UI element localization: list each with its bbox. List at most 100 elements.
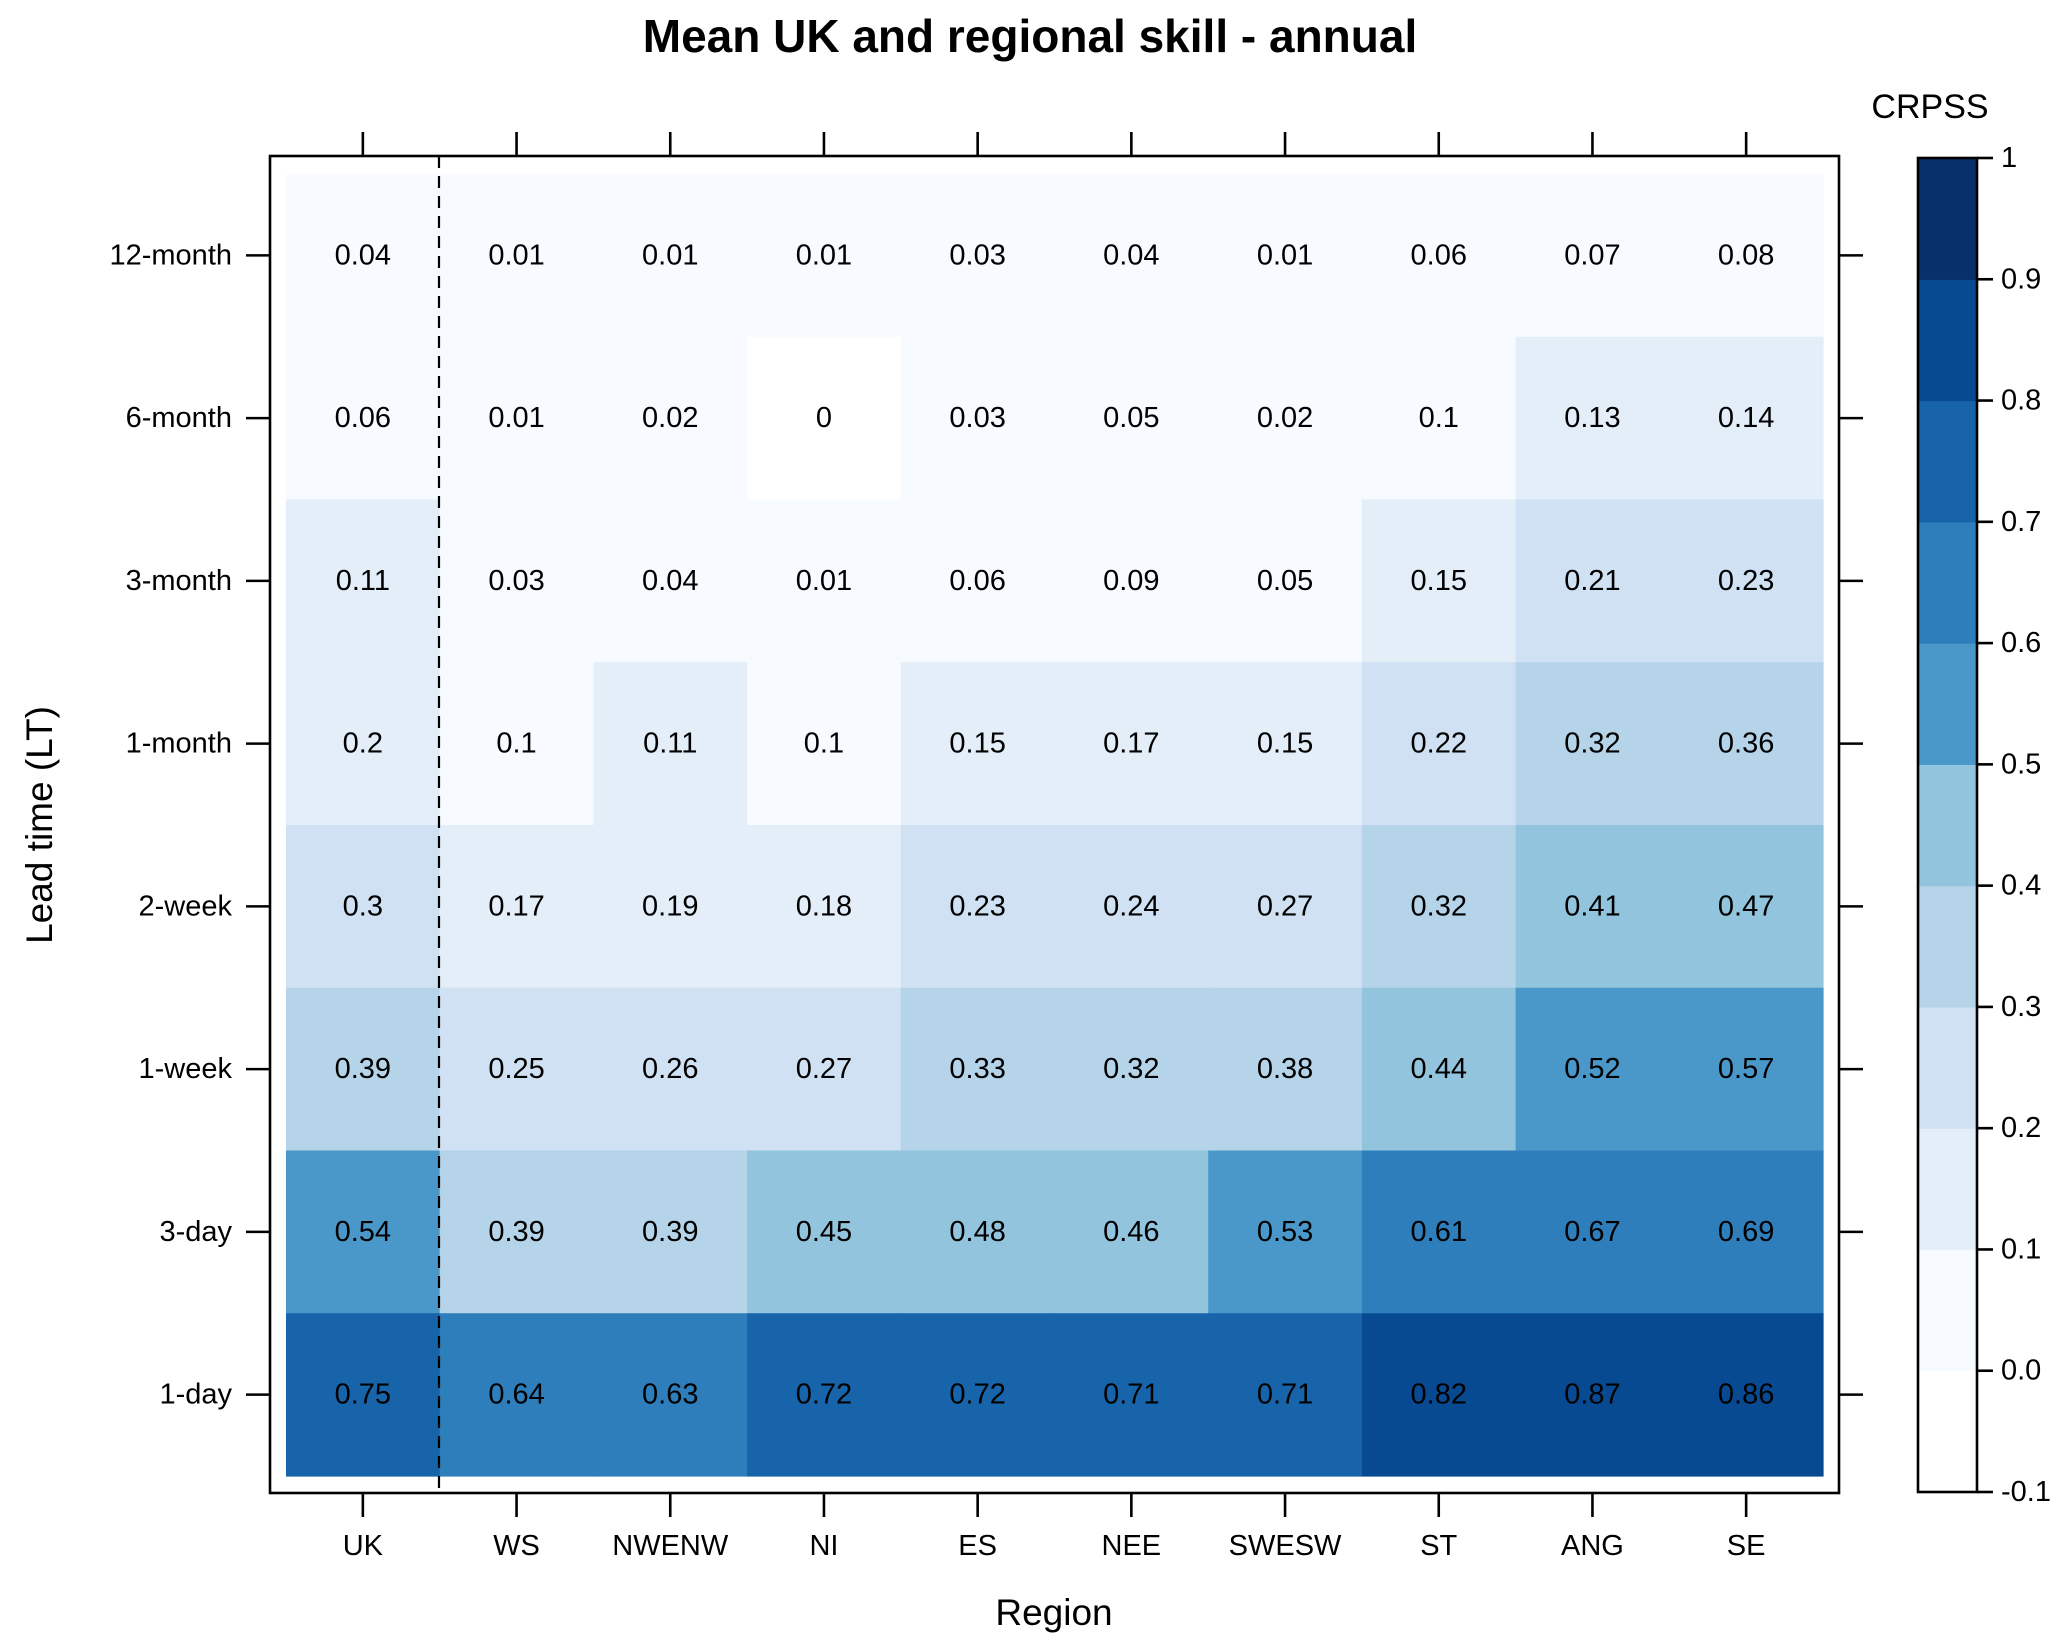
- cell-value-label: 0.48: [949, 1216, 1005, 1248]
- cell-value-label: 0.04: [335, 239, 391, 271]
- cell-value-label: 0.39: [642, 1216, 698, 1248]
- x-axis-label: Region: [995, 1592, 1112, 1633]
- cell-value-label: 0.32: [1103, 1053, 1159, 1085]
- cell-value-label: 0.05: [1257, 565, 1313, 597]
- heatmap-cell: [1208, 174, 1363, 338]
- heatmap-cell: [1054, 1313, 1209, 1477]
- heatmap-cell: [1054, 1150, 1209, 1314]
- cell-value-label: 0.02: [1257, 402, 1313, 434]
- colorbar-swatch: [1918, 521, 1977, 644]
- heatmap-cell: [1208, 825, 1363, 989]
- cell-value-label: 0.03: [949, 239, 1005, 271]
- heatmap-cell: [1208, 1150, 1363, 1314]
- cell-value-label: 0.23: [949, 890, 1005, 922]
- colorbar: -0.1 0.0 0.1 0.2 0.3 0.4 0.5 0.6 0.7 0.8 0.9 1: [1916, 142, 2051, 1508]
- cell-value-label: 0.06: [1411, 239, 1467, 271]
- cell-value-label: 0.46: [1103, 1216, 1159, 1248]
- heatmap-cell: [1208, 662, 1363, 826]
- cell-value-label: 0.01: [796, 565, 852, 597]
- heatmap-cell: [1361, 174, 1517, 338]
- cell-value-label: 0.39: [335, 1053, 391, 1085]
- cell-value-label: 0.06: [335, 402, 391, 434]
- heatmap-cell: [900, 825, 1056, 989]
- heatmap-cell: [900, 662, 1056, 826]
- cell-value-label: 0.19: [642, 890, 698, 922]
- cell-value-label: 0.47: [1718, 890, 1774, 922]
- heatmap-cell: [1515, 1313, 1670, 1477]
- cell-value-label: 0.67: [1564, 1216, 1620, 1248]
- x-tick-label: NWENW: [612, 1530, 729, 1562]
- x-tick-label: ES: [958, 1530, 997, 1562]
- cell-value-label: 0.63: [642, 1379, 698, 1411]
- colorbar-swatch: [1918, 1249, 1977, 1372]
- heatmap-cell: [1054, 662, 1209, 826]
- heatmap-cell: [1361, 662, 1517, 826]
- cell-value-label: 0.64: [488, 1379, 544, 1411]
- cell-value-label: 0.39: [488, 1216, 544, 1248]
- heatmap-cell: [1208, 987, 1363, 1152]
- heatmap-cell: [1669, 825, 1824, 989]
- heatmap-cell: [286, 499, 441, 663]
- y-tick-label: 1-week: [139, 1053, 233, 1085]
- cell-value-label: 0.75: [335, 1379, 391, 1411]
- cell-value-label: 0.03: [949, 402, 1005, 434]
- cell-value-label: 0.04: [642, 565, 698, 597]
- heatmap-cell: [1669, 662, 1824, 826]
- colorbar-tick-label: 0.5: [2001, 748, 2041, 780]
- cell-value-label: 0.53: [1257, 1216, 1313, 1248]
- cell-value-label: 0.27: [796, 1053, 852, 1085]
- chart-title: Mean UK and regional skill - annual: [643, 10, 1417, 62]
- heatmap-cell: [439, 987, 594, 1152]
- colorbar-swatch: [1918, 764, 1977, 887]
- cell-value-label: 0.18: [796, 890, 852, 922]
- colorbar-swatch: [1918, 158, 1977, 280]
- x-tick-label: WS: [493, 1530, 540, 1562]
- colorbar-tick-label: 0.7: [2001, 506, 2041, 538]
- heatmap-cell: [439, 1313, 594, 1477]
- heatmap-cell: [1515, 336, 1670, 501]
- cell-value-label: 0.03: [488, 565, 544, 597]
- cell-value-label: 0.87: [1564, 1379, 1620, 1411]
- heatmap-cell: [1361, 825, 1517, 989]
- cell-value-label: 0.11: [336, 565, 390, 597]
- cell-value-label: 0.36: [1718, 728, 1774, 760]
- cell-value-label: 0.32: [1564, 728, 1620, 760]
- cell-value-label: 0.61: [1411, 1216, 1467, 1248]
- heatmap-cell: [1361, 336, 1517, 501]
- heatmap-cell: [1361, 987, 1517, 1152]
- heatmap-cell: [286, 1313, 441, 1477]
- heatmap-cell: [1515, 825, 1670, 989]
- cell-value-label: 0.06: [949, 565, 1005, 597]
- cell-value-label: 0.2: [343, 728, 383, 760]
- heatmap-cell: [1669, 1313, 1824, 1477]
- cell-value-label: 0.14: [1718, 402, 1774, 434]
- cell-value-label: 0.07: [1564, 239, 1620, 271]
- x-tick-label: NI: [809, 1530, 838, 1562]
- colorbar-tick-label: 0.9: [2001, 263, 2041, 295]
- y-tick-label: 1-day: [159, 1379, 232, 1411]
- heatmap-cell: [1669, 1150, 1824, 1314]
- heatmap-cell: [1361, 1313, 1517, 1477]
- colorbar-tick-label: -0.1: [2001, 1476, 2051, 1508]
- cell-value-label: 0.57: [1718, 1053, 1774, 1085]
- heatmap-cell: [747, 336, 902, 501]
- heatmap-cell: [1361, 499, 1517, 663]
- heatmap-cell: [593, 825, 748, 989]
- heatmap-cell: [439, 174, 594, 338]
- y-tick-label: 6-month: [126, 402, 232, 434]
- heatmap-cell: [747, 662, 902, 826]
- heatmap-cell: [900, 174, 1056, 338]
- heatmap-cell: [747, 174, 902, 338]
- cell-value-label: 0.38: [1257, 1053, 1313, 1085]
- heatmap-cell: [1054, 825, 1209, 989]
- heatmap-cell: [1054, 336, 1209, 501]
- colorbar-swatch: [1918, 643, 1977, 765]
- y-axis-label: Lead time (LT): [19, 706, 60, 944]
- colorbar-tick-label: 0.3: [2001, 991, 2041, 1023]
- cell-value-label: 0.08: [1718, 239, 1774, 271]
- cell-value-label: 0.25: [488, 1053, 544, 1085]
- heatmap-cell: [593, 1150, 748, 1314]
- heatmap-cell: [1515, 1150, 1670, 1314]
- heatmap-cell: [747, 499, 902, 663]
